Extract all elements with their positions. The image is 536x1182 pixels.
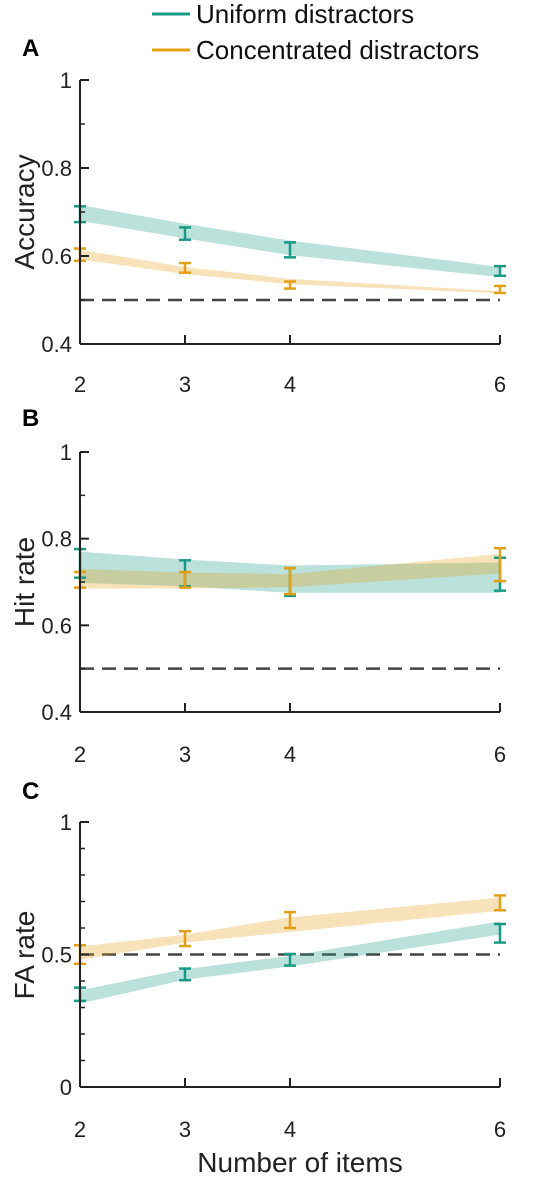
y-tick-label: 0.8 <box>41 156 72 181</box>
x-tick-label: 2 <box>74 1117 86 1142</box>
x-tick-label: 6 <box>494 742 506 767</box>
uniform-errorbar <box>284 952 296 967</box>
x-tick-label: 3 <box>179 742 191 767</box>
concentrated-errorbar <box>494 894 506 912</box>
x-tick-label: 4 <box>284 1117 296 1142</box>
concentrated-errorbar <box>179 261 191 274</box>
concentrated-model-band <box>80 249 500 294</box>
concentrated-errorbar <box>284 566 296 596</box>
x-tick-label: 4 <box>284 372 296 397</box>
uniform-model-band <box>80 204 500 278</box>
y-tick-label: 1 <box>60 810 72 835</box>
x-tick-label: 6 <box>494 372 506 397</box>
x-axis-title: Number of items <box>197 1147 402 1178</box>
y-tick-label: 0.5 <box>41 943 72 968</box>
concentrated-errorbar <box>494 546 506 583</box>
y-tick-label: 0.6 <box>41 613 72 638</box>
concentrated-errorbar <box>284 910 296 930</box>
uniform-errorbar <box>284 241 296 259</box>
y-axis-title: Hit rate <box>9 537 40 627</box>
uniform-errorbar <box>179 967 191 982</box>
x-tick-label: 3 <box>179 1117 191 1142</box>
x-tick-label: 4 <box>284 742 296 767</box>
panel-letter-a: A <box>22 35 39 62</box>
y-tick-label: 0.4 <box>41 700 72 725</box>
x-tick-label: 6 <box>494 1117 506 1142</box>
panel-hit-rate: Hit rate 0.4 0.6 0.8 1 2 3 4 6 <box>9 440 506 767</box>
panel-letter-c: C <box>22 778 39 805</box>
y-tick-label: 0.4 <box>41 332 72 357</box>
y-tick-label: 1 <box>60 440 72 465</box>
x-tick-label: 2 <box>74 742 86 767</box>
y-axis-title: Accuracy <box>9 154 40 269</box>
legend: Uniform distractors Concentrated distrac… <box>152 0 479 65</box>
y-tick-label: 0 <box>60 1075 72 1100</box>
panel-accuracy: Accuracy 0.4 0.6 0.8 1 2 3 4 6 <box>9 68 506 397</box>
y-tick-label: 0.8 <box>41 527 72 552</box>
panel-fa-rate: FA rate 0 0.5 1 2 3 4 6 <box>9 810 506 1142</box>
x-tick-label: 3 <box>179 372 191 397</box>
panel-letter-b: B <box>22 405 39 432</box>
y-tick-label: 1 <box>60 68 72 93</box>
legend-label-concentrated: Concentrated distractors <box>196 35 479 65</box>
legend-label-uniform: Uniform distractors <box>196 0 414 29</box>
concentrated-errorbar <box>494 284 506 295</box>
y-tick-label: 0.6 <box>41 244 72 269</box>
uniform-errorbar <box>179 226 191 241</box>
concentrated-errorbar <box>179 570 191 589</box>
uniform-errorbar <box>494 922 506 944</box>
concentrated-errorbar <box>179 929 191 948</box>
x-tick-label: 2 <box>74 372 86 397</box>
y-axis-title: FA rate <box>9 911 40 1000</box>
uniform-errorbar <box>494 264 506 278</box>
concentrated-errorbar <box>284 280 296 290</box>
